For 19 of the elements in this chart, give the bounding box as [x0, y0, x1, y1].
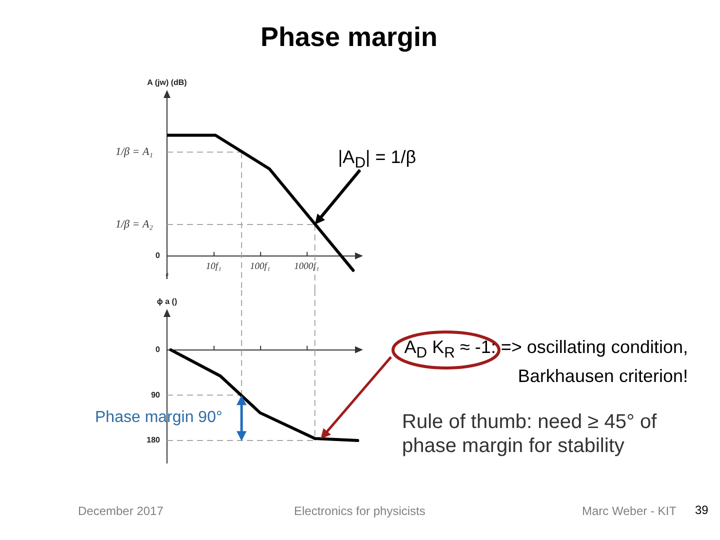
text: Marc Weber - KIT — [582, 504, 676, 518]
annotation: |A$_{D}$| = 1/β — [338, 146, 416, 174]
ref-line-label: 1/β = A₁ — [115, 146, 154, 158]
x-tick-label: 10f₁ — [206, 262, 222, 272]
y-axis-title: A (jw) (dB) — [147, 78, 188, 88]
y-tick-label: 0 — [156, 345, 161, 354]
ref-line-label: 1/β = A₂ — [115, 218, 154, 230]
text: December 2017 — [78, 504, 164, 518]
annotation: A$_{D}$ K$_{R}$ ≈ -1: => oscillating condition, Barkhausen criterion! — [403, 336, 688, 387]
x-tick-label: 100f₁ — [250, 262, 270, 272]
x-axis-title: f — [166, 272, 169, 282]
text: 39 — [695, 503, 708, 517]
y-tick-label: 90 — [151, 390, 161, 400]
chart-title: Phase margin — [259, 22, 439, 53]
text: Electronics for physicists — [294, 504, 426, 518]
y-axis-title: ϕ a () — [156, 297, 178, 306]
text: Rule of thumb: need ≥ 45° of phase margin for stability — [402, 410, 658, 458]
x-tick-label: 1000f₁ — [294, 262, 320, 272]
y-tick-label: 180 — [146, 436, 161, 445]
